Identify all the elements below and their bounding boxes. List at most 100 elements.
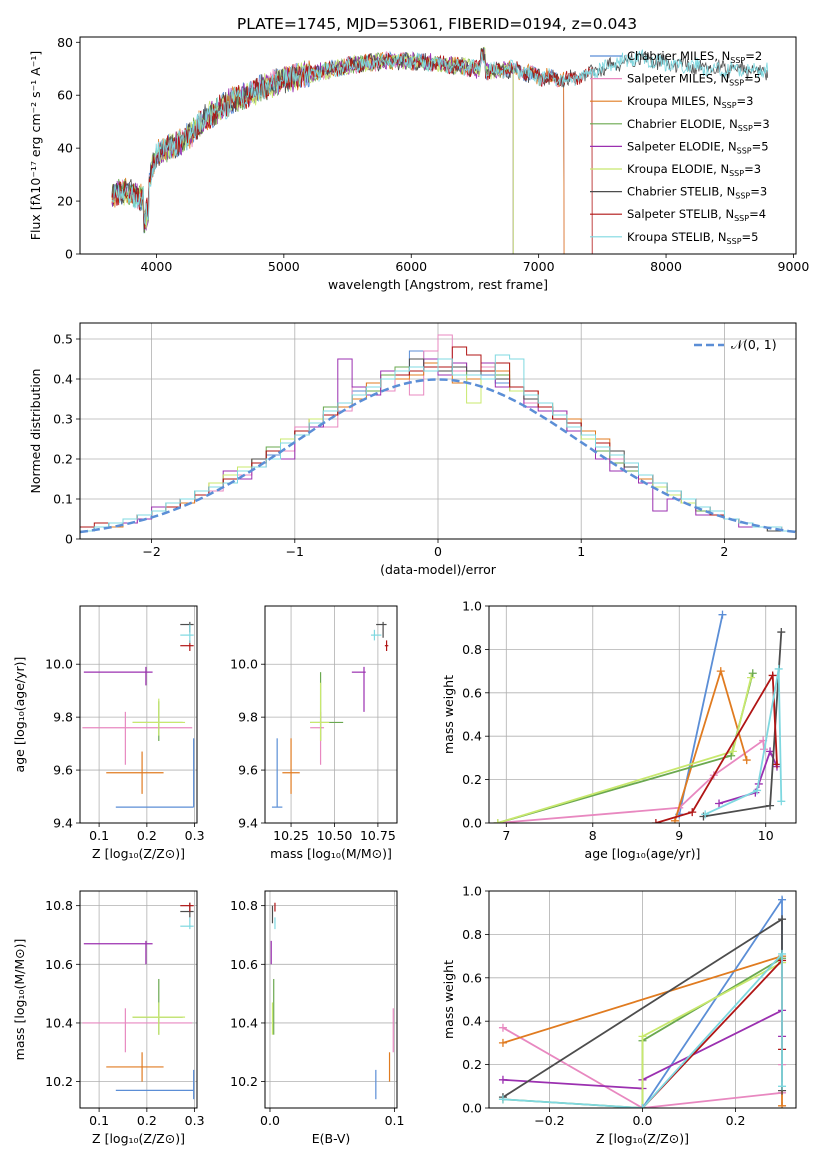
y-axis-label: mass [log₁₀(M/M⊙)] bbox=[12, 939, 27, 1061]
y-tick-label: 0.8 bbox=[462, 642, 482, 657]
grid-lines bbox=[80, 323, 796, 540]
legend-nssp-value: =3 bbox=[744, 162, 761, 176]
y-tick-label: 0.4 bbox=[53, 372, 73, 387]
x-tick-label: 5000 bbox=[268, 259, 300, 274]
legend-nssp-prefix: , N bbox=[706, 94, 722, 108]
y-tick-label: 20 bbox=[57, 194, 73, 209]
weight-point bbox=[778, 895, 787, 904]
legend-nssp-subscript: SSP bbox=[730, 56, 745, 65]
weight-point bbox=[778, 1082, 787, 1091]
y-tick-label: 0.3 bbox=[53, 412, 73, 427]
x-tick-label: 0.1 bbox=[89, 1113, 109, 1128]
weight-point bbox=[753, 786, 762, 795]
x-tick-label: 7000 bbox=[523, 259, 555, 274]
y-tick-label: 10.6 bbox=[45, 957, 73, 972]
weight-point bbox=[772, 760, 781, 769]
y-tick-label: 0 bbox=[65, 247, 73, 262]
legend-nssp-prefix: , N bbox=[713, 162, 729, 176]
panel-mass-weight-vs-age: 7 8 9 10 0.0 0.2 0.4 0.6 0.8 1.0 age [log₁₀(age/yr… bbox=[441, 599, 797, 861]
panel-mass-vs-extinction: 0.0 0.1 10.2 10.4 10.6 10.8 E(B-V) bbox=[230, 890, 404, 1146]
y-tick-label: 1.0 bbox=[462, 599, 482, 614]
y-tick-label: 10.4 bbox=[45, 1015, 73, 1030]
y-tick-label: 0.2 bbox=[53, 452, 73, 467]
panel-mass-weight-vs-metallicity: −0.2 0.0 0.2 0.0 0.2 0.4 0.6 0.8 1.0 Z [log₁₀(Z/Z… bbox=[441, 884, 797, 1146]
weight-point bbox=[498, 1075, 507, 1084]
y-tick-label: 0.5 bbox=[53, 332, 73, 347]
weight-point bbox=[727, 751, 736, 760]
panel-residuals: 𝒩(0, 1) −2 −1 0 1 2 0 0.1 0.2 0.3 0.4 0.5 (data-mode… bbox=[28, 322, 797, 577]
tick-labels: 4000 5000 6000 7000 8000 9000 0 20 40 60 80 bbox=[57, 35, 809, 274]
legend-series-name: Salpeter MILES bbox=[627, 72, 713, 86]
marks-mass-vs-extinction bbox=[270, 902, 394, 1100]
tick-labels: 10.25 10.50 10.75 9.4 9.6 9.8 10.0 bbox=[230, 657, 396, 843]
weight-point bbox=[768, 671, 777, 680]
legend-nssp-subscript: SSP bbox=[737, 146, 752, 155]
weight-point bbox=[498, 1038, 507, 1047]
axes-frame bbox=[79, 36, 797, 255]
legend-nssp-prefix: , N bbox=[711, 230, 727, 244]
y-tick-label: 10.0 bbox=[45, 657, 73, 672]
weight-line bbox=[497, 673, 754, 823]
x-tick-label: 0.0 bbox=[260, 1113, 280, 1128]
weight-point bbox=[638, 1032, 647, 1041]
x-tick-label: 0.3 bbox=[185, 828, 205, 843]
legend-entry: Chabrier STELIB, NSSP=3 bbox=[627, 185, 767, 201]
x-tick-label: 0.0 bbox=[633, 1113, 653, 1128]
x-tick-label: 9000 bbox=[778, 259, 810, 274]
tick-labels: 0.1 0.2 0.3 9.4 9.6 9.8 10.0 bbox=[45, 657, 204, 843]
y-tick-label: 10.0 bbox=[230, 657, 258, 672]
y-tick-label: 9.8 bbox=[53, 710, 73, 725]
tick-labels: 0.0 0.1 10.2 10.4 10.6 10.8 bbox=[230, 898, 404, 1128]
grid-lines bbox=[265, 606, 397, 824]
legend-series-name: Kroupa ELODIE bbox=[627, 162, 713, 176]
x-tick-label: 9 bbox=[675, 828, 683, 843]
weight-point bbox=[716, 667, 725, 676]
weight-line bbox=[641, 896, 783, 1108]
x-axis-label: Z [log₁₀(Z/Z⊙)] bbox=[92, 1131, 185, 1146]
legend-nssp-subscript: SSP bbox=[729, 169, 744, 178]
legend-nssp-subscript: SSP bbox=[729, 79, 744, 88]
legend-nssp-value: =3 bbox=[750, 185, 767, 199]
y-tick-label: 60 bbox=[57, 88, 73, 103]
y-tick-label: 0.2 bbox=[462, 1057, 482, 1072]
y-tick-label: 0.6 bbox=[462, 685, 482, 700]
y-tick-label: 10.2 bbox=[45, 1074, 73, 1089]
x-axis-label: Z [log₁₀(Z/Z⊙)] bbox=[92, 846, 185, 861]
legend-series-name: Chabrier STELIB bbox=[627, 185, 719, 199]
tick-labels: −0.2 0.0 0.2 0.0 0.2 0.4 0.6 0.8 1.0 bbox=[462, 884, 745, 1129]
legend-nssp-subscript: SSP bbox=[735, 192, 750, 201]
x-tick-label: 0.1 bbox=[385, 1113, 405, 1128]
y-tick-label: 0.0 bbox=[462, 1101, 482, 1116]
legend-entry: Chabrier MILES, NSSP=2 bbox=[627, 49, 762, 65]
axes-frame bbox=[488, 605, 797, 824]
y-tick-label: 10.4 bbox=[230, 1015, 258, 1030]
legend-entry: Kroupa MILES, NSSP=3 bbox=[627, 94, 754, 110]
weight-point bbox=[742, 756, 751, 765]
y-tick-label: 0.0 bbox=[462, 816, 482, 831]
y-axis-label: age [log₁₀(age/yr)] bbox=[12, 657, 27, 773]
histogram-step bbox=[80, 354, 796, 532]
weight-point bbox=[766, 801, 775, 810]
x-tick-label: 8000 bbox=[650, 259, 682, 274]
weight-point bbox=[778, 1101, 787, 1108]
y-tick-label: 40 bbox=[57, 141, 73, 156]
legend-nssp-prefix: , N bbox=[714, 49, 730, 63]
x-tick-label: 10 bbox=[758, 828, 774, 843]
spectrum-line bbox=[111, 49, 769, 225]
legend-entry: Chabrier ELODIE, NSSP=3 bbox=[627, 117, 770, 133]
marks-mass-weight-vs-metallicity bbox=[498, 895, 787, 1108]
y-axis-label: mass weight bbox=[441, 960, 456, 1039]
x-tick-label: 8 bbox=[589, 828, 597, 843]
weight-point bbox=[747, 673, 756, 682]
y-tick-label: 1.0 bbox=[462, 884, 482, 899]
tick-labels: 7 8 9 10 0.0 0.2 0.4 0.6 0.8 1.0 bbox=[462, 599, 774, 844]
weight-point bbox=[778, 949, 787, 958]
legend-nssp-value: =2 bbox=[745, 49, 762, 63]
y-tick-label: 0.4 bbox=[462, 729, 482, 744]
legend-entry: 𝒩(0, 1) bbox=[731, 337, 777, 352]
weight-point bbox=[498, 1023, 507, 1032]
legend-nssp-value: =4 bbox=[749, 207, 766, 221]
x-axis-label: Z [log₁₀(Z/Z⊙)] bbox=[596, 1131, 689, 1146]
legend-entry: Salpeter ELODIE, NSSP=5 bbox=[627, 139, 769, 155]
